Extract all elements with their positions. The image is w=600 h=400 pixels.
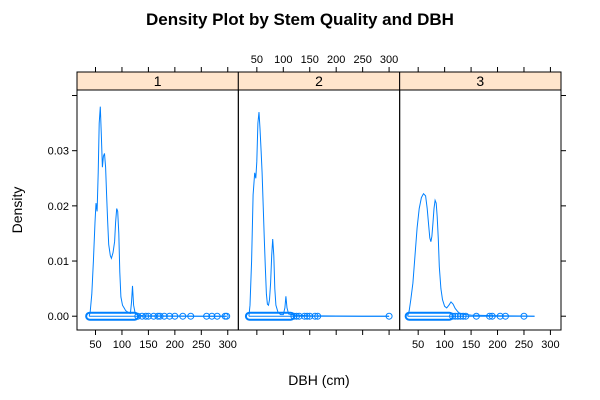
observation-point: [166, 312, 174, 320]
x-tick-label: 250: [515, 339, 533, 351]
x-tick-label: 50: [412, 339, 424, 351]
x-tick-label: 300: [541, 339, 559, 351]
panel-1: 150 100 150 200 250 300: [76, 67, 239, 351]
y-tick-label: 0.00: [48, 311, 69, 323]
x-tick-label: 200: [166, 339, 184, 351]
x-tick-label: 300: [380, 54, 398, 66]
observation-point: [451, 312, 459, 320]
chart-title: Density Plot by Stem Quality and DBH: [146, 10, 454, 29]
observation-point: [213, 312, 221, 320]
density-curve-2: [248, 112, 390, 317]
observation-point: [311, 312, 319, 320]
observation-point: [456, 312, 464, 320]
observation-point: [449, 312, 457, 320]
observation-point: [472, 312, 480, 320]
observation-point: [462, 312, 470, 320]
observation-cluster-3: [404, 311, 454, 321]
x-tick-label: 200: [327, 54, 345, 66]
y-tick-label: 0.02: [48, 201, 69, 213]
observation-cluster-2: [244, 311, 296, 321]
density-curve-3: [407, 192, 535, 317]
observation-point: [496, 312, 504, 320]
x-tick-label: 250: [353, 54, 371, 66]
observation-point: [142, 312, 150, 320]
observation-point: [501, 312, 509, 320]
x-tick-label: 50: [251, 54, 263, 66]
panel-frame-2: [237, 89, 401, 331]
observation-point: [520, 312, 528, 320]
strip-label-1: 1: [154, 73, 162, 89]
y-axis-title: Density: [9, 187, 25, 234]
panel-frame-3: [399, 89, 562, 331]
observation-point: [134, 312, 142, 320]
observation-point: [293, 312, 301, 320]
x-tick-label: 150: [301, 54, 319, 66]
x-tick-label: 50: [89, 339, 101, 351]
x-tick-label: 150: [139, 339, 157, 351]
x-tick-label: 150: [462, 339, 480, 351]
x-tick-label: 100: [435, 339, 453, 351]
observation-point: [171, 312, 179, 320]
x-tick-label: 100: [113, 339, 131, 351]
x-tick-label: 250: [192, 339, 210, 351]
observation-point: [290, 312, 298, 320]
density-curve-1: [88, 106, 227, 317]
observation-point: [160, 312, 168, 320]
strip-label-2: 2: [315, 73, 323, 89]
x-tick-label: 100: [274, 54, 292, 66]
observation-point: [303, 312, 311, 320]
observation-point: [203, 312, 211, 320]
observation-point: [314, 312, 322, 320]
observation-point: [156, 312, 164, 320]
observation-point: [488, 312, 496, 320]
x-tick-label: 200: [488, 339, 506, 351]
observation-point: [187, 312, 195, 320]
observation-point: [306, 312, 314, 320]
observation-point: [300, 312, 308, 320]
y-tick-label: 0.01: [48, 256, 69, 268]
y-tick-label: 0.03: [48, 146, 69, 158]
observation-point: [144, 312, 152, 320]
observation-point: [459, 312, 467, 320]
x-axis-title: DBH (cm): [288, 372, 349, 388]
observation-point: [295, 312, 303, 320]
observation-point: [223, 312, 231, 320]
observation-point: [486, 312, 494, 320]
observation-point: [208, 312, 216, 320]
observation-cluster-1: [85, 311, 140, 321]
panel-3: 3 50 100 150 200 250 300: [399, 67, 562, 351]
observation-point: [179, 312, 187, 320]
panel-2: 250 100 150 200 250 300: [237, 54, 401, 335]
strip-label-3: 3: [476, 73, 484, 89]
x-tick-label: 300: [219, 339, 237, 351]
observation-point: [385, 312, 393, 320]
observation-point: [454, 312, 462, 320]
